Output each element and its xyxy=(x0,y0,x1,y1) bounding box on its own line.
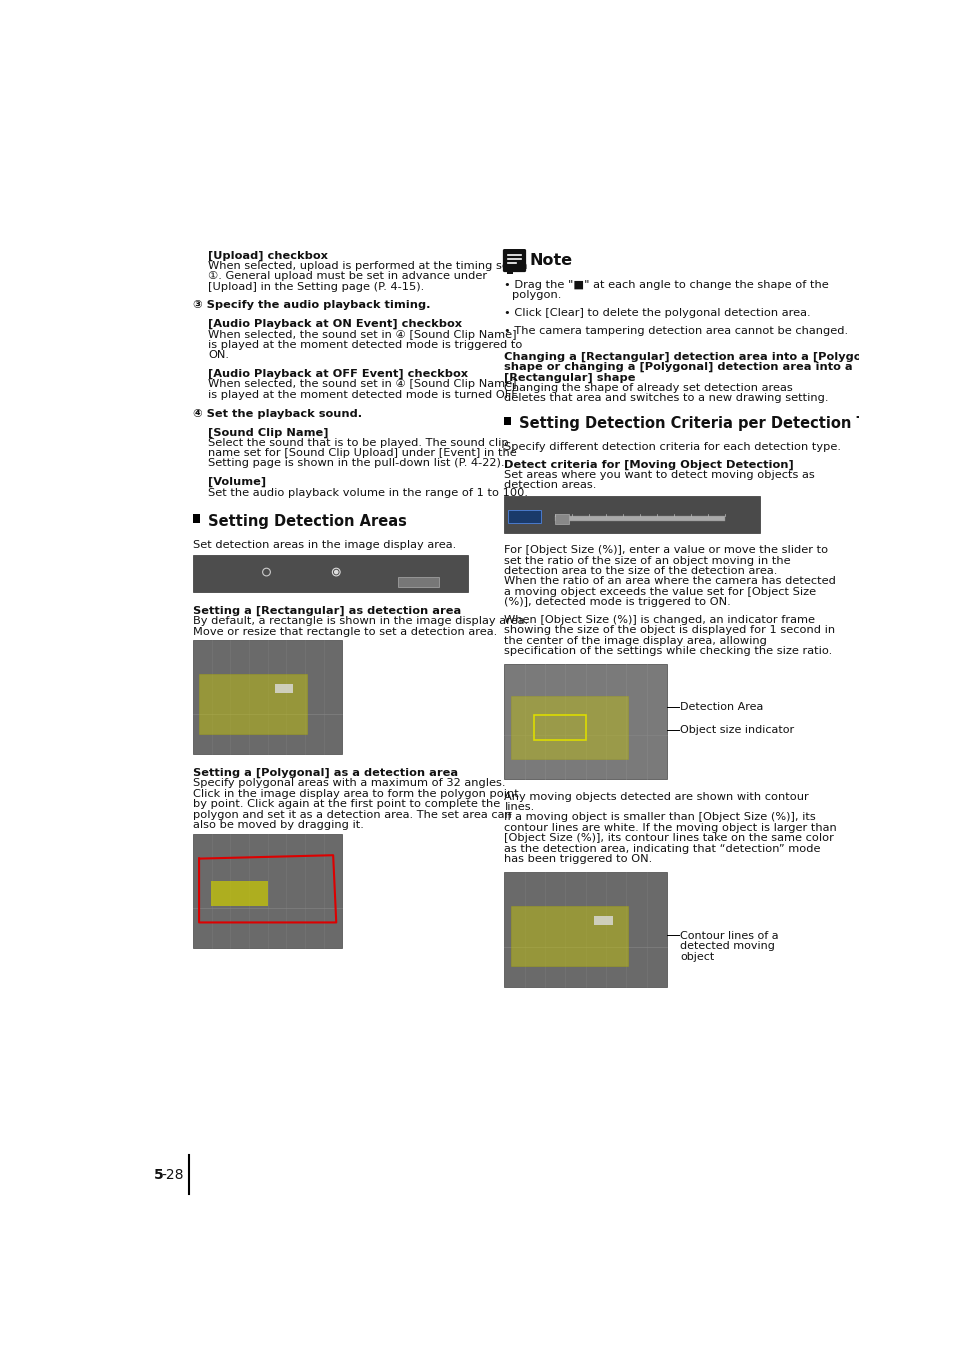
Bar xyxy=(211,882,268,906)
Text: has been triggered to ON.: has been triggered to ON. xyxy=(504,855,652,864)
Text: If a moving object is smaller than [Object Size (%)], its: If a moving object is smaller than [Obje… xyxy=(504,813,816,822)
Text: 0: 0 xyxy=(546,512,553,521)
Bar xyxy=(274,683,293,693)
Text: Object Size (%):: Object Size (%): xyxy=(508,500,591,510)
Text: Changing the shape of already set detection areas: Changing the shape of already set detect… xyxy=(504,382,792,393)
Circle shape xyxy=(334,570,338,574)
Text: object: object xyxy=(679,952,714,963)
Text: Rectangular: Rectangular xyxy=(273,567,338,578)
Text: (%)], detected mode is triggered to ON.: (%)], detected mode is triggered to ON. xyxy=(504,597,730,608)
Text: set the ratio of the size of an object moving in the: set the ratio of the size of an object m… xyxy=(504,556,790,566)
Bar xyxy=(533,714,585,740)
Bar xyxy=(555,516,724,521)
Text: ③ Specify the audio playback timing.: ③ Specify the audio playback timing. xyxy=(193,301,430,310)
Text: Setting page is shown in the pull-down list (P. 4-22).: Setting page is shown in the pull-down l… xyxy=(208,459,504,468)
Bar xyxy=(594,915,613,925)
Text: 20.00: 20.00 xyxy=(509,512,538,521)
Text: [Audio Playback at ON Event] checkbox: [Audio Playback at ON Event] checkbox xyxy=(208,319,462,329)
Text: specification of the settings while checking the size ratio.: specification of the settings while chec… xyxy=(504,647,832,656)
Text: Polygonal: Polygonal xyxy=(342,567,395,578)
Bar xyxy=(504,872,666,987)
Text: • The camera tampering detection area cannot be changed.: • The camera tampering detection area ca… xyxy=(504,325,847,336)
Text: is played at the moment detected mode is turned OFF.: is played at the moment detected mode is… xyxy=(208,390,519,400)
Text: • Click [Clear] to delete the polygonal detection area.: • Click [Clear] to delete the polygonal … xyxy=(504,308,810,317)
Text: When [Object Size (%)] is changed, an indicator frame: When [Object Size (%)] is changed, an in… xyxy=(504,616,815,625)
Text: is played at the moment detected mode is triggered to: is played at the moment detected mode is… xyxy=(208,340,522,350)
Text: Area Shape:: Area Shape: xyxy=(199,560,262,570)
Bar xyxy=(508,510,540,522)
Text: polygon.: polygon. xyxy=(512,290,561,300)
Text: Clear: Clear xyxy=(404,578,432,587)
Text: For [Object Size (%)], enter a value or move the slider to: For [Object Size (%)], enter a value or … xyxy=(504,545,828,555)
Text: 5: 5 xyxy=(154,1168,164,1183)
Text: When the ratio of an area where the camera has detected: When the ratio of an area where the came… xyxy=(504,576,836,586)
Text: When selected, the sound set in ④ [Sound Clip Name]: When selected, the sound set in ④ [Sound… xyxy=(208,379,517,389)
Text: [Object Size (%)], its contour lines take on the same color: [Object Size (%)], its contour lines tak… xyxy=(504,833,834,844)
Text: By default, a rectangle is shown in the image display area.: By default, a rectangle is shown in the … xyxy=(193,617,527,626)
Text: Detection Area: Detection Area xyxy=(679,702,763,711)
Text: showing the size of the object is displayed for 1 second in: showing the size of the object is displa… xyxy=(504,625,835,636)
Text: name set for [Sound Clip Upload] under [Event] in the: name set for [Sound Clip Upload] under [… xyxy=(208,448,517,458)
Text: Setting a [Rectangular] as detection area: Setting a [Rectangular] as detection are… xyxy=(193,606,460,616)
FancyBboxPatch shape xyxy=(502,248,525,273)
Bar xyxy=(555,514,568,524)
Text: deletes that area and switches to a new drawing setting.: deletes that area and switches to a new … xyxy=(504,393,828,404)
Bar xyxy=(511,906,627,967)
Text: [Audio Playback at OFF Event] checkbox: [Audio Playback at OFF Event] checkbox xyxy=(208,369,468,379)
Text: Contour lines of a: Contour lines of a xyxy=(679,930,779,941)
Text: Click in the image display area to form the polygon point: Click in the image display area to form … xyxy=(193,788,518,799)
Text: Move or resize that rectangle to set a detection area.: Move or resize that rectangle to set a d… xyxy=(193,626,497,637)
Text: detection areas.: detection areas. xyxy=(504,481,597,490)
Text: [Sound Clip Name]: [Sound Clip Name] xyxy=(208,427,329,437)
Text: Specify different detection criteria for each detection type.: Specify different detection criteria for… xyxy=(504,441,841,452)
Text: the center of the image display area, allowing: the center of the image display area, al… xyxy=(504,636,766,645)
Text: [Rectangular] shape: [Rectangular] shape xyxy=(504,373,636,382)
Bar xyxy=(193,514,199,522)
Text: [Upload] in the Setting page (P. 4-15).: [Upload] in the Setting page (P. 4-15). xyxy=(208,282,424,292)
Text: [Upload] checkbox: [Upload] checkbox xyxy=(208,251,328,261)
Text: Set areas where you want to detect moving objects as: Set areas where you want to detect movin… xyxy=(504,470,814,481)
Text: Setting Detection Criteria per Detection Type: Setting Detection Criteria per Detection… xyxy=(514,416,895,431)
Text: Set detection areas in the image display area.: Set detection areas in the image display… xyxy=(193,540,456,549)
Text: Note: Note xyxy=(529,252,572,267)
Text: ①. General upload must be set in advance under: ①. General upload must be set in advance… xyxy=(208,271,487,281)
Bar xyxy=(193,640,342,755)
Text: Setting a [Polygonal] as a detection area: Setting a [Polygonal] as a detection are… xyxy=(193,768,457,779)
Text: Setting Detection Areas: Setting Detection Areas xyxy=(203,513,406,529)
Text: Object size indicator: Object size indicator xyxy=(679,725,794,734)
Bar xyxy=(511,697,627,759)
Text: detection area to the size of the detection area.: detection area to the size of the detect… xyxy=(504,566,777,576)
Bar xyxy=(504,417,511,425)
Text: by point. Click again at the first point to complete the: by point. Click again at the first point… xyxy=(193,799,499,809)
Text: Specify polygonal areas with a maximum of 32 angles.: Specify polygonal areas with a maximum o… xyxy=(193,779,505,788)
Text: shape or changing a [Polygonal] detection area into a: shape or changing a [Polygonal] detectio… xyxy=(504,362,852,373)
Text: ④ Set the playback sound.: ④ Set the playback sound. xyxy=(193,409,361,418)
Text: Select the sound that is to be played. The sound clip: Select the sound that is to be played. T… xyxy=(208,437,509,448)
Text: lines.: lines. xyxy=(504,802,534,811)
Bar xyxy=(504,664,666,779)
Bar xyxy=(504,495,760,533)
Text: Set the audio playback volume in the range of 1 to 100.: Set the audio playback volume in the ran… xyxy=(208,487,528,498)
Text: When selected, the sound set in ④ [Sound Clip Name]: When selected, the sound set in ④ [Sound… xyxy=(208,329,517,340)
Text: Any moving objects detected are shown with contour: Any moving objects detected are shown wi… xyxy=(504,791,808,802)
Text: also be moved by dragging it.: also be moved by dragging it. xyxy=(193,819,363,830)
Text: Changing a [Rectangular] detection area into a [Polygonal]: Changing a [Rectangular] detection area … xyxy=(504,351,886,362)
Bar xyxy=(193,833,342,948)
Bar xyxy=(397,576,438,587)
Text: -28: -28 xyxy=(162,1168,184,1183)
Text: detected moving: detected moving xyxy=(679,941,775,952)
Bar xyxy=(198,675,306,733)
Text: 100: 100 xyxy=(731,512,749,521)
Text: ON.: ON. xyxy=(208,351,229,360)
Text: polygon and set it as a detection area. The set area can: polygon and set it as a detection area. … xyxy=(193,810,511,819)
Text: • Drag the "■" at each angle to change the shape of the: • Drag the "■" at each angle to change t… xyxy=(504,279,828,290)
Text: a moving object exceeds the value set for [Object Size: a moving object exceeds the value set fo… xyxy=(504,587,816,597)
Text: contour lines are white. If the moving object is larger than: contour lines are white. If the moving o… xyxy=(504,822,837,833)
Text: Detect criteria for [Moving Object Detection]: Detect criteria for [Moving Object Detec… xyxy=(504,459,793,470)
Text: as the detection area, indicating that “detection” mode: as the detection area, indicating that “… xyxy=(504,844,821,853)
Bar xyxy=(193,555,468,593)
Text: [Volume]: [Volume] xyxy=(208,477,266,487)
Text: When selected, upload is performed at the timing set in: When selected, upload is performed at th… xyxy=(208,261,527,271)
Bar xyxy=(506,270,513,274)
